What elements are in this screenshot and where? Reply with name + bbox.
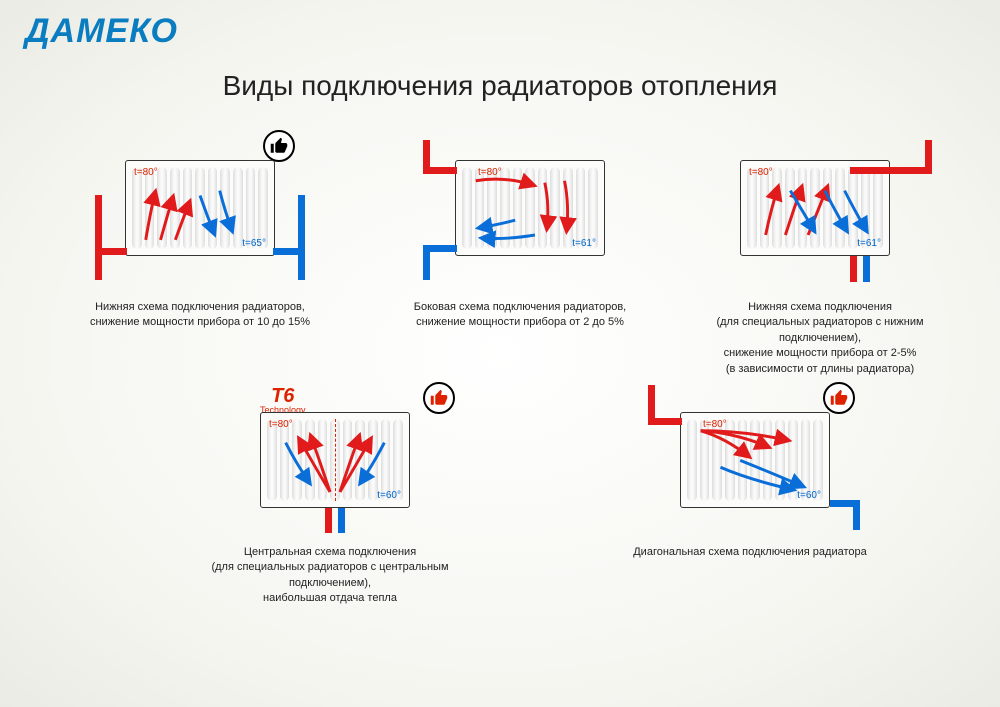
thumbs-up-icon [823,382,855,414]
thumbs-down-icon [263,130,295,162]
temp-out-label: t=65° [242,238,266,249]
hot-pipe [850,256,857,282]
diagram-caption: Нижняя схема подключения(для специальных… [680,300,960,377]
cold-pipe [863,256,870,282]
temp-in-label: t=80° [478,167,502,178]
hot-pipe [648,418,682,425]
diagram-bottom: t=80° t=65° Нижняя с [70,145,330,331]
temp-in-label: t=80° [703,419,727,430]
cold-pipe [338,508,345,533]
hot-pipe [423,167,457,174]
center-divider [335,419,336,501]
cold-pipe [298,195,305,280]
hot-pipe [95,195,102,280]
brand-logo: ДАМЕКО [25,12,178,51]
hot-pipe [648,385,655,420]
diagram-grid: t=80° t=65° Нижняя с [0,145,1000,687]
temp-out-label: t=60° [797,490,821,501]
temp-in-label: t=80° [749,167,773,178]
diagram-bottom-special: t=80° t=61° Нижняя схема подключения(для… [680,145,960,377]
diagram-side: t=80° t=61° Боковая схема подключения ра… [390,145,650,331]
cold-pipe [853,500,860,530]
diagram-central: T6Technology t=80° t=60° [180,390,480,607]
temp-out-label: t=61° [857,238,881,249]
temp-out-label: t=61° [572,238,596,249]
diagram-caption: Центральная схема подключения(для специа… [180,545,480,607]
cold-pipe [423,245,430,280]
diagram-caption: Нижняя схема подключения радиаторов,сниж… [70,300,330,331]
t6-logo-icon: T6Technology [260,385,306,415]
diagram-caption: Диагональная схема подключения радиатора [590,545,910,560]
temp-out-label: t=60° [377,490,401,501]
temp-in-label: t=80° [269,419,293,430]
temp-in-label: t=80° [134,167,158,178]
thumbs-up-icon [423,382,455,414]
diagram-caption: Боковая схема подключения радиаторов,сни… [390,300,650,331]
hot-pipe [850,167,932,174]
hot-pipe [95,248,127,255]
page-title: Виды подключения радиаторов отопления [0,70,1000,102]
diagram-diagonal: t=80° t=60° Диагональная схема подключен… [590,390,910,560]
hot-pipe [325,508,332,533]
